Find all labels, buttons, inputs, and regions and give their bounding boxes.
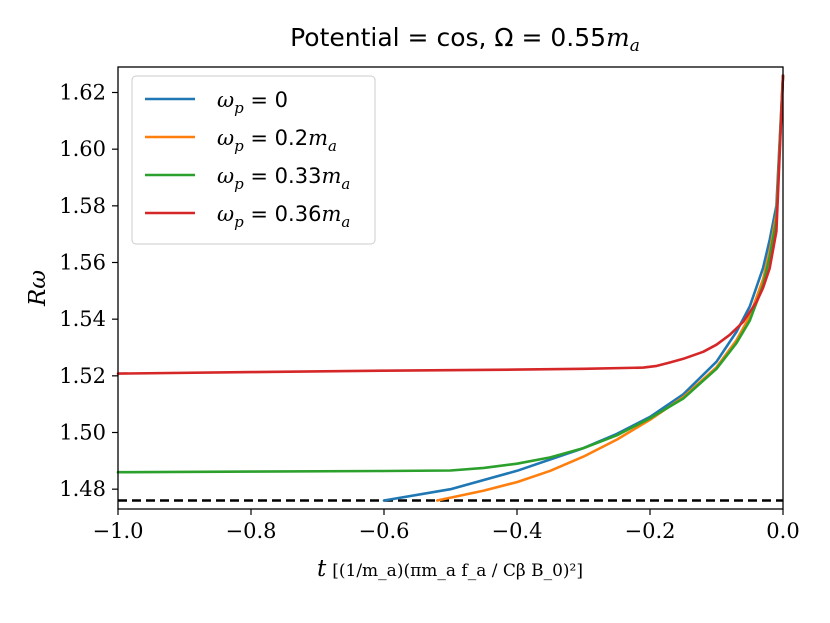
chart-title-sub: a (630, 36, 640, 56)
x-axis-label: t [(1/m_a)(πm_a f_a / Cβ B_0)²] (317, 556, 583, 582)
chart-title-prefix: Potential = cos, Ω = 0.55 (290, 23, 606, 52)
y-tick-label: 1.50 (59, 421, 106, 445)
y-tick-label: 1.60 (59, 137, 106, 161)
y-tick-label: 1.54 (59, 307, 106, 331)
legend-box (131, 75, 376, 245)
axes-frame (117, 66, 784, 510)
series-line-0 (382, 74, 785, 502)
y-tick-label: 1.62 (59, 81, 106, 105)
y-tick-label: 1.58 (59, 194, 106, 218)
legend-label-1: ωp = 0.2ma (217, 126, 337, 155)
x-tick-label: 0.0 (766, 519, 799, 543)
chart-title: Potential = cos, Ω = 0.55ma (290, 23, 640, 56)
legend-label-2: ωp = 0.33ma (217, 164, 350, 193)
x-axis-label-var: t (317, 556, 327, 582)
legend-items: ωp = 0 ωp = 0.2ma ωp = 0.33ma ωp = 0.36ma (145, 88, 350, 231)
x-tick-label: −0.2 (625, 519, 676, 543)
x-tick-label: −0.8 (226, 519, 277, 543)
y-tick-label: 1.52 (59, 364, 106, 388)
axis-ticks: −1.0 −0.8 −0.6 −0.4 −0.2 0.0 1.48 1.50 1.52 1.54 1… (59, 81, 799, 544)
legend: ωp = 0 ωp = 0.2ma ωp = 0.33ma ωp = 0.36ma (131, 75, 376, 245)
series-line-3 (116, 74, 785, 375)
x-tick-label: −1.0 (93, 519, 144, 543)
plot-area (116, 74, 785, 502)
series-line-2 (116, 74, 785, 474)
x-tick-label: −0.4 (492, 519, 543, 543)
legend-label-3: ωp = 0.36ma (217, 202, 350, 231)
y-tick-label: 1.56 (59, 251, 106, 275)
x-axis-label-rest: [(1/m_a)(πm_a f_a / Cβ B_0)²] (332, 561, 583, 581)
y-axis-label: Rω (25, 270, 51, 307)
x-tick-label: −0.6 (359, 519, 410, 543)
legend-label-0: ωp = 0 (217, 88, 288, 117)
y-tick-label: 1.48 (59, 477, 106, 501)
chart-title-var: m (606, 23, 630, 52)
